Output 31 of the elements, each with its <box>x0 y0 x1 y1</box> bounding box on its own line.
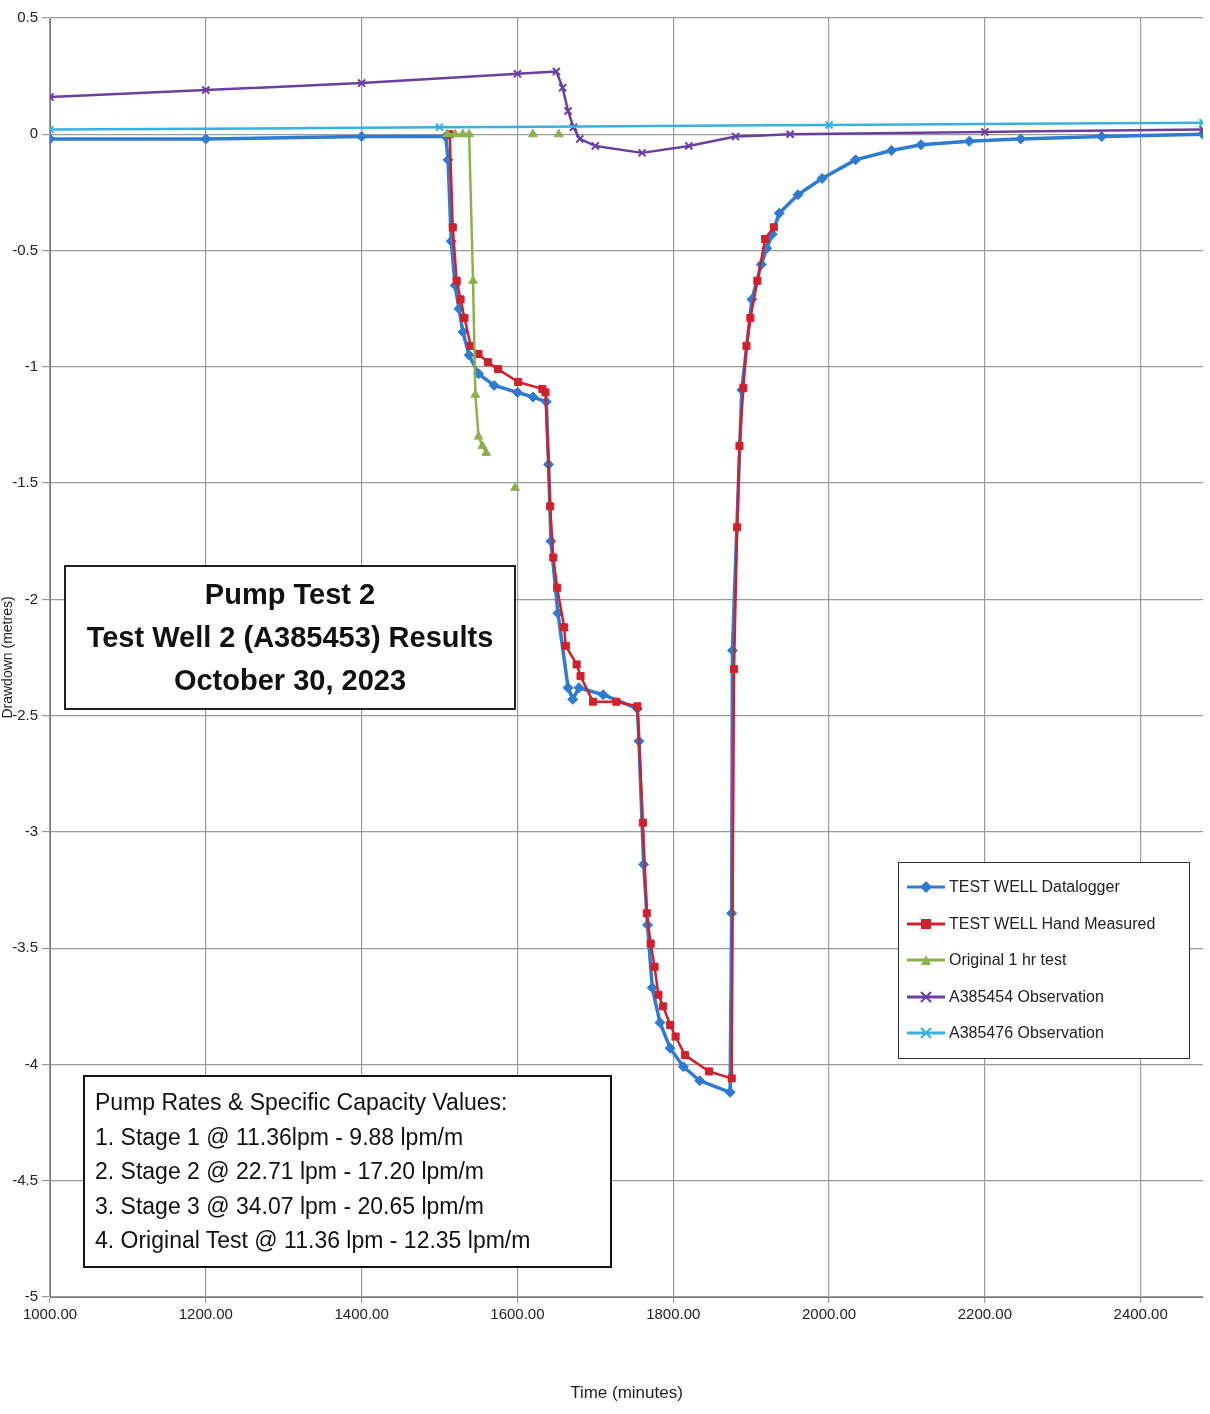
legend-label: TEST WELL Hand Measured <box>949 914 1156 933</box>
x-axis-title: Time (minutes) <box>570 1383 683 1403</box>
annotation: 4. Original Test @ 11.36 lpm - 12.35 lpm/m <box>95 1226 532 1255</box>
y-tick-label: -1.5 <box>12 473 38 491</box>
y-tick-label: -1 <box>24 356 38 374</box>
legend-label: A385454 Observation <box>949 987 1104 1006</box>
annotation: 2. Stage 2 @ 22.71 lpm - 17.20 lpm/m <box>95 1157 485 1186</box>
y-tick-label: -3 <box>24 822 38 840</box>
y-tick-label: -4 <box>24 1054 38 1072</box>
y-tick-label: 0.5 <box>17 8 38 26</box>
y-tick-label: -2 <box>24 589 38 607</box>
y-tick-label: -4.5 <box>12 1170 38 1188</box>
x-tick-label: 2400.00 <box>1113 1305 1168 1323</box>
x-tick-label: 1800.00 <box>646 1305 701 1323</box>
title-box: Pump Test 2 Test Well 2 (A385453) Results October 30, 2023 <box>64 565 516 710</box>
legend-label: TEST WELL Datalogger <box>949 878 1120 897</box>
annotation: Pump Rates & Specific Capacity Values: <box>95 1088 509 1117</box>
x-tick-label: 2200.00 <box>957 1305 1012 1323</box>
y-tick-label: -5 <box>24 1287 38 1305</box>
y-tick-label: -0.5 <box>12 240 38 258</box>
x-tick-label: 1200.00 <box>178 1305 233 1323</box>
x-tick-label: 1400.00 <box>334 1305 389 1323</box>
x-tick-label: 2000.00 <box>801 1305 857 1323</box>
annotation: 3. Stage 3 @ 34.07 lpm - 20.65 lpm/m <box>95 1191 485 1221</box>
annotation: 1. Stage 1 @ 11.36lpm - 9.88 lpm/m <box>95 1122 465 1152</box>
y-tick-label: 0 <box>29 124 38 142</box>
x-tick-label: 1000.00 <box>22 1305 78 1323</box>
legend-label: A385476 Observation <box>949 1024 1104 1043</box>
x-tick-label: 1600.00 <box>490 1305 545 1323</box>
legend-label: Original 1 hr test <box>949 951 1067 970</box>
y-tick-label: -3.5 <box>12 938 38 956</box>
